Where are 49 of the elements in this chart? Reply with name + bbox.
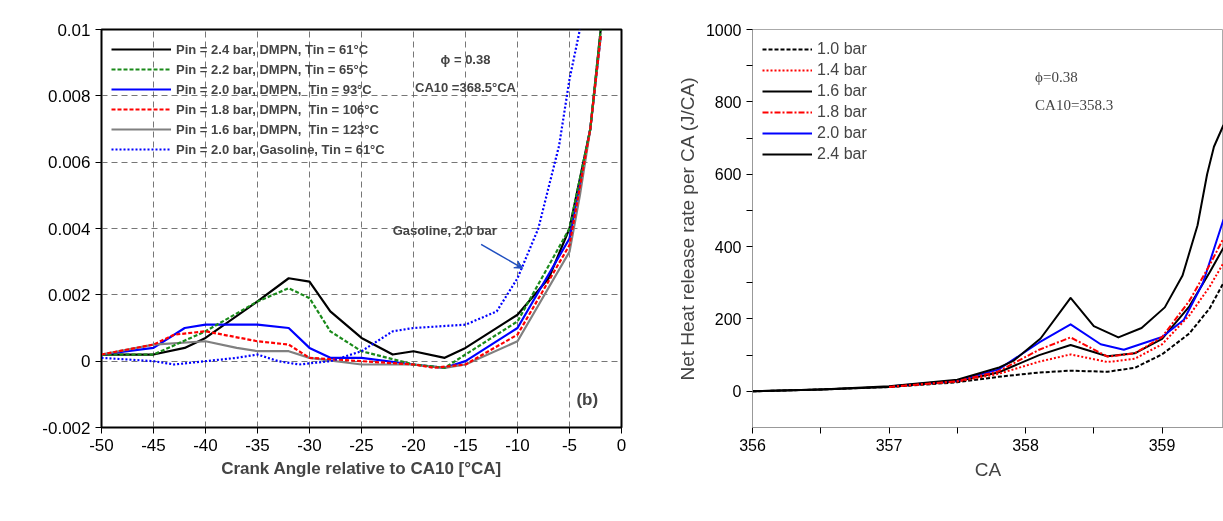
y-tick-label: 0.008: [47, 86, 91, 106]
x-tick-label: 356: [739, 436, 766, 454]
x-tick-label: 358: [1012, 436, 1039, 454]
x-tick-label: -45: [141, 435, 166, 455]
annotation: CA10 =368.5°CA: [415, 79, 517, 95]
x-tick-label: -15: [453, 435, 478, 455]
y-tick-label: 1000: [705, 21, 742, 39]
legend-label: 2.4 bar: [817, 145, 867, 163]
legend-label: Pin = 2.4 bar, DMPN, Tin = 61°C: [176, 41, 369, 57]
y-tick-label: 0.006: [47, 153, 91, 173]
legend-label: Pin = 2.2 bar, DMPN, Tin = 65°C: [176, 61, 369, 77]
x-tick-label: -10: [505, 435, 530, 455]
annotation: CA10=358.3: [1035, 97, 1114, 114]
legend-label: Pin = 1.8 bar, DMPN, Tin = 106°C: [176, 101, 379, 117]
annotation: Gasoline, 2.0 bar: [392, 223, 497, 239]
y-tick-label: 800: [714, 93, 742, 111]
x-tick-label: 0: [616, 435, 627, 455]
y-tick-label: 200: [714, 310, 742, 328]
x-tick-label: -50: [89, 435, 114, 455]
annotation: (b): [576, 390, 599, 410]
x-tick-label: -25: [349, 435, 374, 455]
legend-label: 1.6 bar: [817, 82, 867, 100]
x-tick-label: -40: [193, 435, 218, 455]
x-tick-label: 359: [1148, 436, 1176, 454]
y-tick-label: 0.01: [57, 20, 91, 40]
y-tick-label: 400: [714, 238, 742, 256]
x-tick-label: -20: [401, 435, 426, 455]
legend-label: Pin = 1.6 bar, DMPN, Tin = 123°C: [176, 121, 379, 137]
y-tick-label: 0: [732, 383, 742, 401]
y-tick-label: 0.004: [47, 219, 91, 239]
y-tick-label: 600: [714, 166, 742, 184]
annotation: ϕ=0.38: [1035, 69, 1078, 86]
legend-label: 1.0 bar: [817, 40, 867, 58]
x-tick-label: -5: [561, 435, 578, 455]
x-axis-title: CA: [974, 458, 1002, 480]
y-tick-label: 0.002: [47, 285, 91, 305]
x-tick-label: 357: [875, 436, 903, 454]
x-tick-label: -30: [297, 435, 322, 455]
y-tick-label: 0: [81, 352, 91, 372]
x-axis-title: Crank Angle relative to CA10 [°CA]: [221, 458, 502, 478]
legend-label: 1.4 bar: [817, 61, 867, 79]
legend-label: Pin = 2.0 bar, DMPN, Tin = 93°C: [176, 81, 372, 97]
y-axis-title: Net Heat release rate per CA (J/CA): [676, 77, 698, 381]
legend-label: 2.0 bar: [817, 124, 867, 142]
x-tick-label: -35: [245, 435, 270, 455]
legend-label: 1.8 bar: [817, 103, 867, 121]
y-tick-label: -0.002: [42, 418, 91, 438]
annotation: ϕ = 0.38: [440, 51, 491, 67]
legend-label: Pin = 2.0 bar, Gasoline, Tin = 61°C: [176, 141, 385, 157]
